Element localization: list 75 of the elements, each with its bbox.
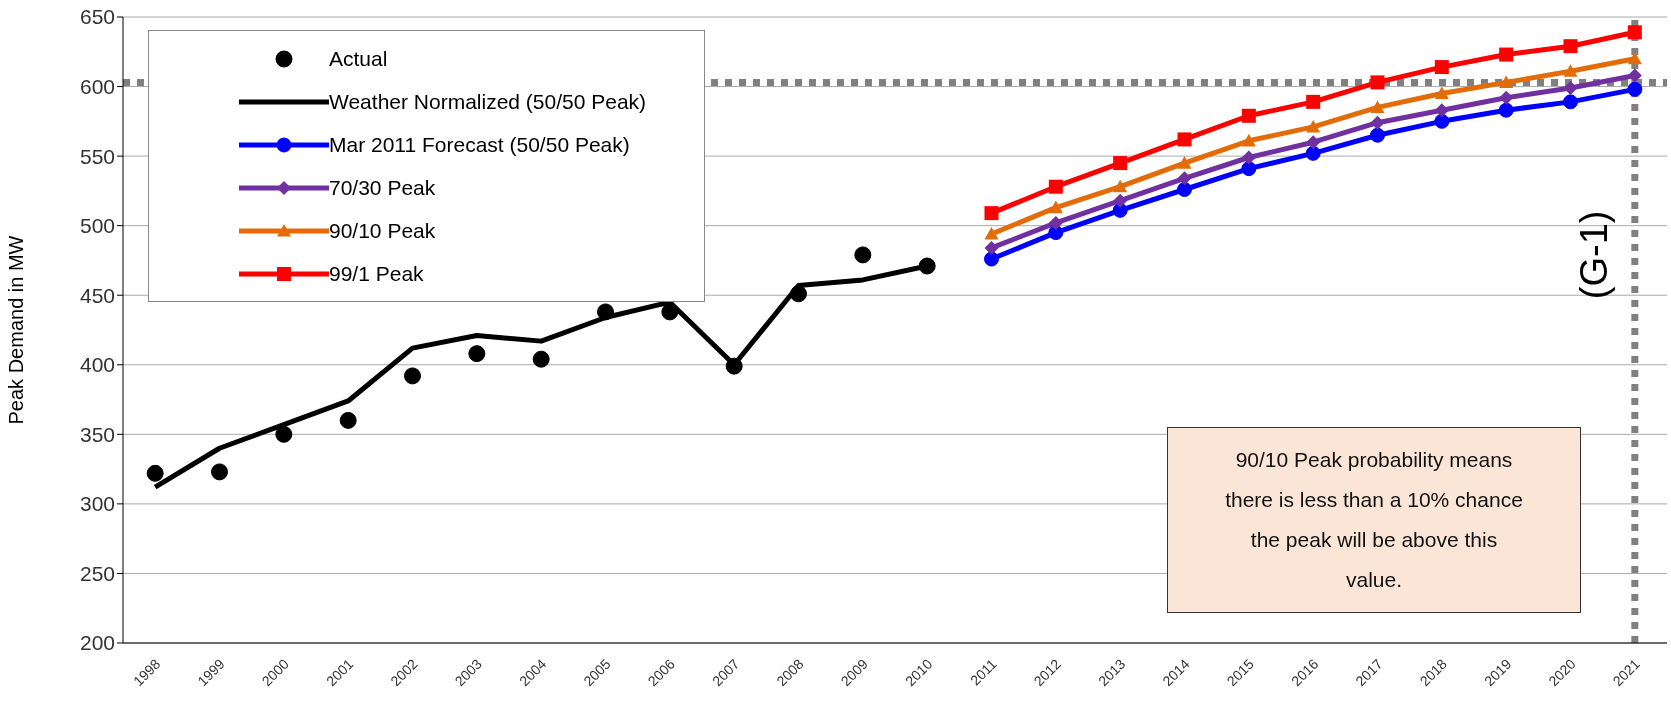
point <box>1370 100 1385 114</box>
point <box>1627 68 1642 83</box>
point <box>1627 51 1642 65</box>
point <box>1113 156 1128 171</box>
point <box>1434 113 1450 129</box>
point <box>1434 86 1449 100</box>
point <box>1177 156 1192 169</box>
point <box>1048 200 1063 214</box>
point <box>1241 161 1257 177</box>
point <box>790 285 807 303</box>
point <box>1241 108 1256 123</box>
legend-label: Actual <box>329 46 388 71</box>
legend-label: Mar 2011 Forecast (50/50 Peak) <box>329 132 630 157</box>
point <box>1177 171 1192 186</box>
point <box>918 257 936 275</box>
point <box>1499 90 1514 105</box>
legend-label: 99/1 Peak <box>329 261 424 286</box>
point <box>984 251 999 267</box>
y-tick-label: 600 <box>79 75 115 99</box>
point <box>725 357 743 375</box>
y-tick-label: 250 <box>79 561 115 585</box>
point <box>1563 80 1578 95</box>
y-axis-title: Peak Demand in MW <box>5 235 28 425</box>
point <box>1177 182 1192 197</box>
point <box>1370 115 1385 130</box>
point <box>1113 179 1128 193</box>
point <box>1498 102 1514 118</box>
legend-label: 70/30 Peak <box>329 175 436 200</box>
legend-label: Weather Normalized (50/50 Peak) <box>329 89 647 114</box>
y-tick-label: 550 <box>79 144 115 168</box>
point <box>211 463 228 481</box>
point <box>1563 64 1578 77</box>
point <box>1241 150 1256 165</box>
point <box>1048 179 1063 194</box>
point <box>1627 81 1643 97</box>
point <box>1370 75 1385 90</box>
y-tick-label: 450 <box>79 283 115 307</box>
point <box>1306 94 1321 109</box>
point <box>1563 94 1578 110</box>
point <box>1434 60 1449 75</box>
y-tick-label: 400 <box>79 353 115 377</box>
point <box>984 206 999 221</box>
point <box>404 367 421 385</box>
point <box>1627 25 1642 40</box>
legend-label: 90/10 Peak <box>329 218 436 243</box>
point <box>1048 215 1063 230</box>
y-tick-label: 200 <box>79 631 115 655</box>
point <box>1305 145 1321 161</box>
point <box>339 411 357 429</box>
point <box>468 345 486 363</box>
point <box>1306 135 1321 150</box>
y-tick-label: 350 <box>79 422 115 446</box>
point <box>1434 103 1449 118</box>
y-tick-label: 500 <box>79 214 115 238</box>
point <box>146 464 164 482</box>
y-tick-label: 300 <box>79 492 115 516</box>
point <box>1113 193 1128 208</box>
y-tick-label: 650 <box>79 5 115 29</box>
point <box>661 303 679 321</box>
point <box>275 425 293 443</box>
point <box>984 227 999 240</box>
point <box>1499 75 1514 88</box>
point <box>1370 127 1385 143</box>
point <box>597 303 614 321</box>
point <box>854 246 872 264</box>
point <box>984 240 999 255</box>
point <box>1563 39 1578 54</box>
point <box>1306 119 1321 133</box>
point <box>1177 132 1192 147</box>
ref-line-label: (G-1) <box>1572 210 1615 300</box>
point <box>1499 47 1514 62</box>
point <box>1241 133 1256 147</box>
note-box: 90/10 Peak probability means there is less than a 10% chance the peak will be above this value. <box>1167 427 1581 613</box>
point <box>1048 225 1064 241</box>
point <box>532 350 550 368</box>
